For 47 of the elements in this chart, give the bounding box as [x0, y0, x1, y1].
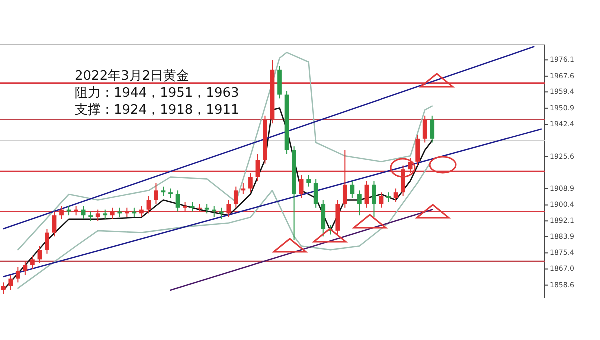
candlestick — [154, 182, 158, 205]
annotation: 2022年3月2日黄金 — [75, 69, 190, 84]
candlestick — [256, 154, 260, 182]
candlestick — [45, 228, 50, 254]
candlestick — [212, 206, 217, 218]
candlestick — [161, 186, 166, 197]
candlestick — [146, 196, 152, 214]
candlestick — [306, 174, 312, 188]
candlestick — [198, 204, 202, 212]
candlestick — [74, 206, 78, 216]
candlestick — [8, 274, 14, 291]
candlestick — [52, 211, 57, 238]
candlestick — [299, 174, 304, 199]
annotation: 阻力：1944，1951，1963 — [75, 86, 240, 101]
candlestick — [110, 207, 115, 220]
candlestick — [190, 202, 195, 212]
candlestick — [314, 178, 318, 208]
candlestick — [226, 200, 232, 218]
candlestick — [168, 188, 173, 199]
candlestick — [60, 206, 64, 220]
candlestick — [88, 211, 94, 222]
candlestick — [103, 209, 108, 220]
candlestick — [430, 115, 435, 144]
candlestick — [379, 192, 384, 208]
candlestick — [350, 180, 355, 199]
line-series — [18, 52, 434, 251]
candlestick — [386, 192, 391, 203]
candlestick — [38, 246, 42, 264]
candlestick — [16, 266, 20, 284]
annotation: 支撑：1924，1918，1911 — [75, 103, 240, 118]
candlestick — [183, 202, 188, 212]
candlestick — [364, 180, 370, 208]
candlestick — [394, 188, 398, 203]
candlestick — [140, 206, 144, 218]
candlestick — [422, 115, 428, 144]
candlestick — [30, 255, 35, 270]
candlestick — [96, 209, 100, 222]
candlestick — [204, 204, 210, 214]
candlestick — [342, 150, 348, 208]
candlestick — [234, 186, 238, 208]
candlestick — [176, 190, 180, 212]
candlestick — [248, 172, 253, 194]
candlestick — [1, 282, 6, 295]
candlestick — [416, 134, 420, 166]
candlestick — [66, 206, 72, 216]
candlestick — [358, 190, 362, 216]
candlestick — [372, 180, 376, 218]
